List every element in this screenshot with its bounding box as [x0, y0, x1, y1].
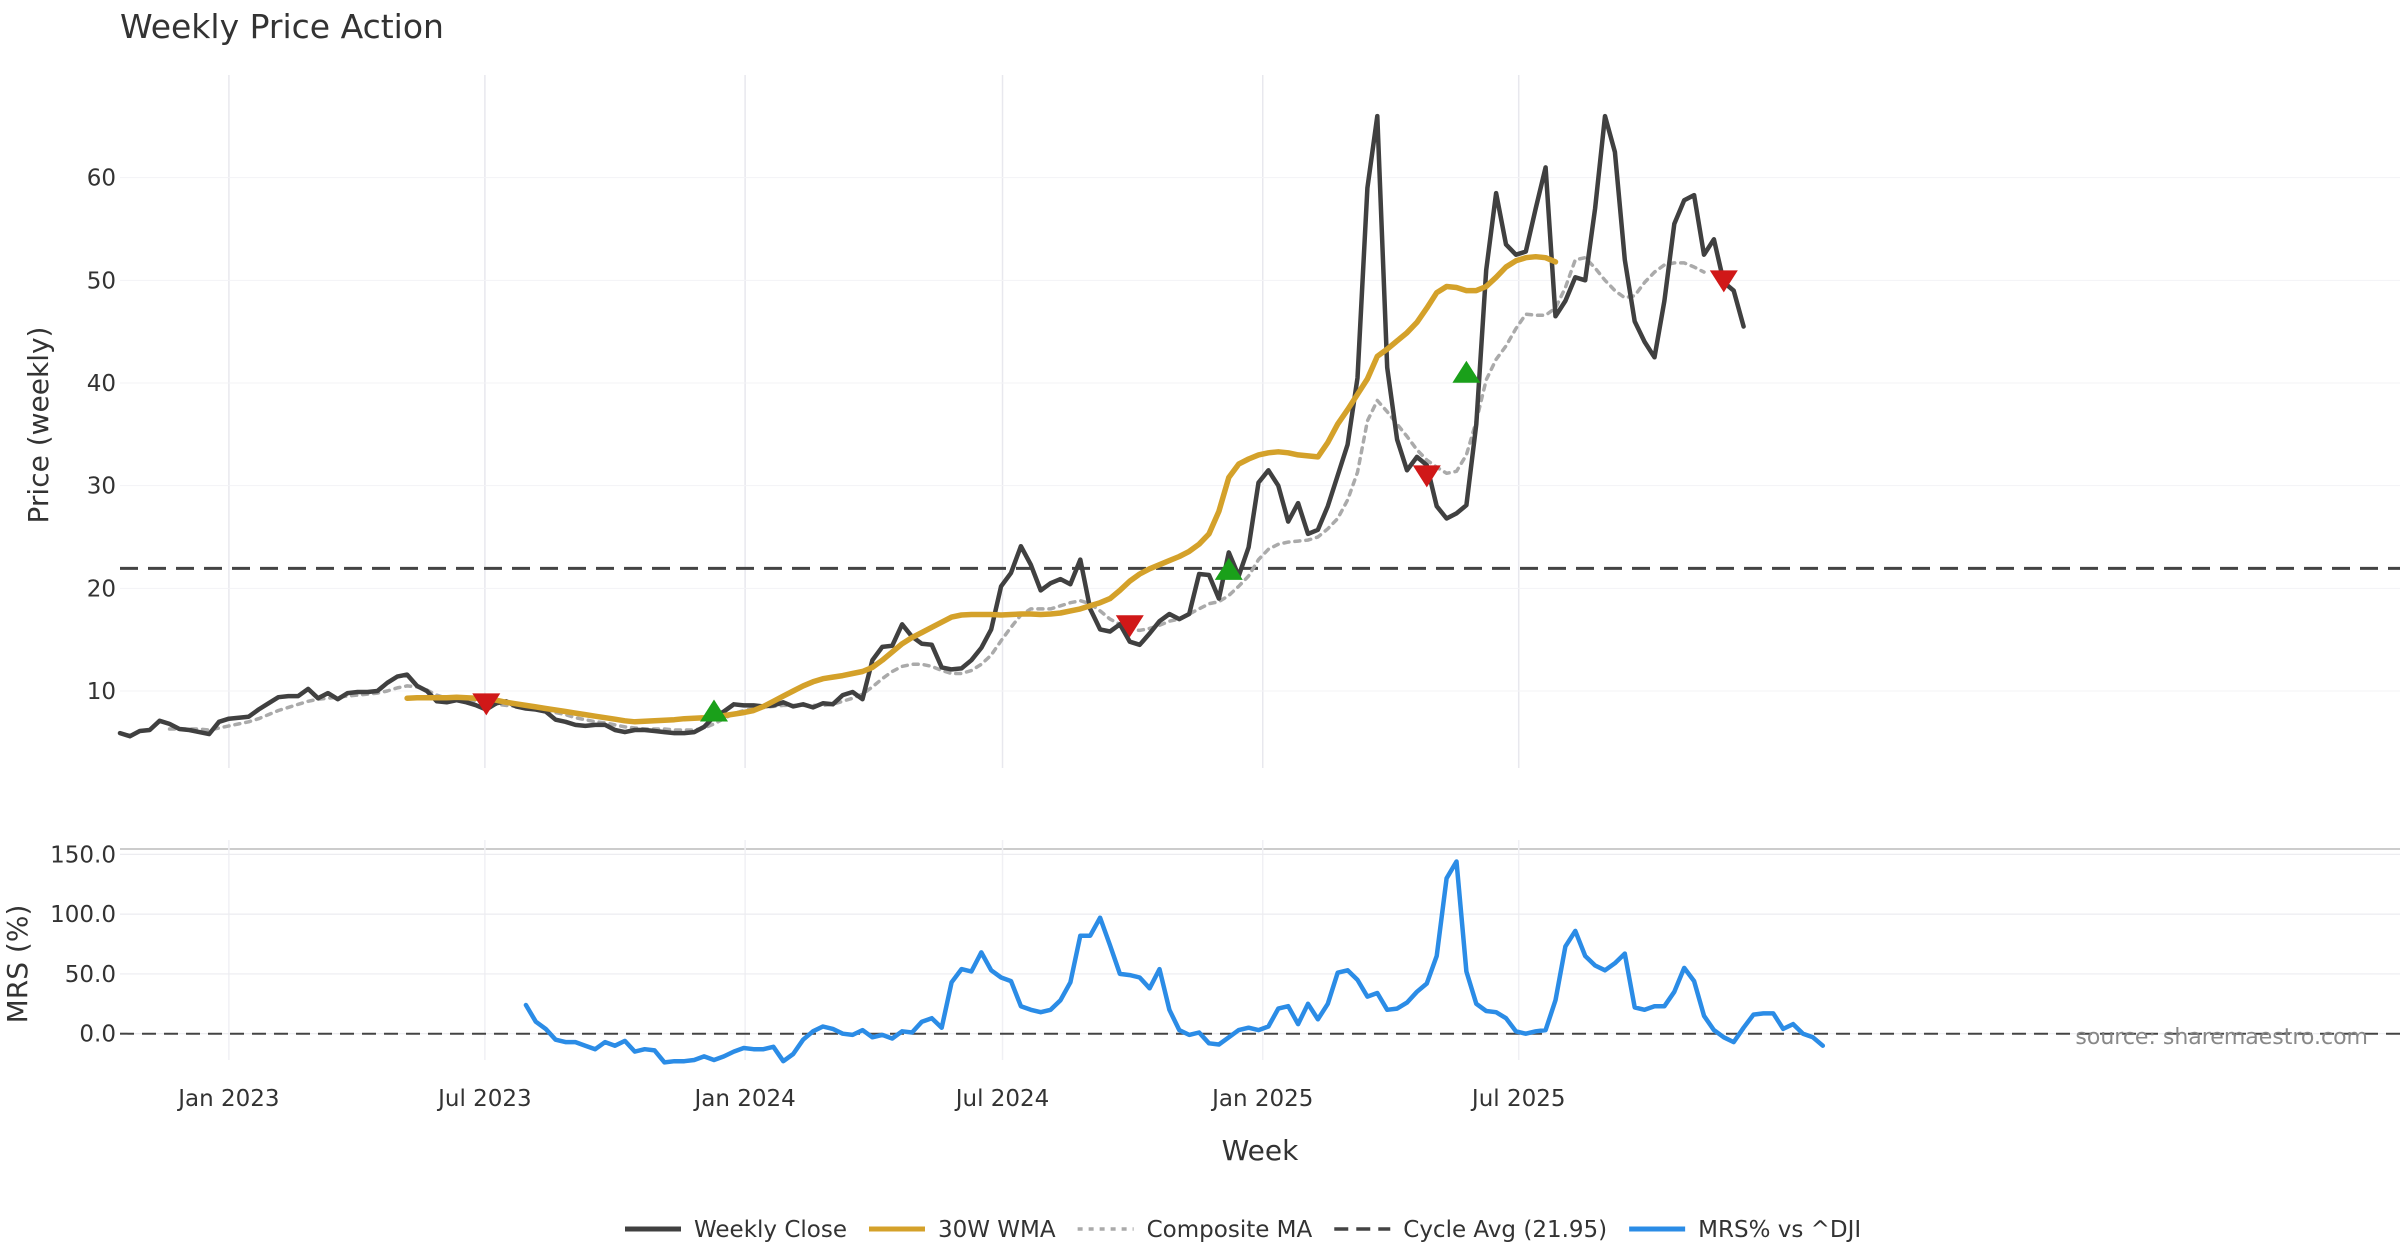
price-y-tick-label: 60: [87, 166, 116, 192]
price-y-tick-label: 50: [87, 268, 116, 294]
x-tick-label: Jul 2025: [1470, 1086, 1566, 1112]
price-y-tick-label: 30: [87, 474, 116, 500]
buy-signal-marker: [700, 699, 728, 722]
price-gridlines: [120, 75, 2400, 768]
weekly-close-line: [117, 113, 1746, 739]
price-panel: 10 20 30 40 50 60 Price (weekly): [22, 75, 2400, 768]
mrs-gridlines: [120, 840, 2400, 1060]
legend-label: MRS% vs ^DJI: [1698, 1217, 1861, 1243]
x-tick-label: Jan 2023: [176, 1086, 279, 1112]
buy-signal-marker: [1452, 360, 1481, 383]
legend-label: Composite MA: [1147, 1217, 1313, 1243]
mrs-y-tick-label: 0.0: [79, 1022, 116, 1048]
sell-signal-marker: [1115, 615, 1144, 638]
mrs-y-tick-label: 50.0: [65, 962, 116, 988]
x-axis: Jan 2023 Jul 2023 Jan 2024 Jul 2024 Jan 2025…: [176, 1086, 1565, 1112]
price-y-tick-label: 20: [87, 576, 116, 602]
price-y-axis: 10 20 30 40 50 60: [87, 166, 116, 705]
x-axis-label: Week: [1222, 1134, 1299, 1167]
legend: Weekly Close 30W WMA Composite MA Cycle Avg…: [625, 1217, 1861, 1243]
x-tick-label: Jul 2024: [954, 1086, 1050, 1112]
x-tick-label: Jan 2025: [1210, 1086, 1313, 1112]
source-watermark: source: sharemaestro.com: [2075, 1025, 2368, 1050]
signal-markers: [472, 270, 1738, 722]
mrs-panel: 0.0 50.0 100.0 150.0 MRS (%) source: sharem…: [1, 840, 2400, 1065]
price-y-axis-label: Price (weekly): [22, 327, 55, 524]
sell-signal-marker: [1412, 465, 1441, 488]
legend-label: Cycle Avg (21.95): [1403, 1217, 1607, 1243]
x-tick-label: Jul 2023: [436, 1086, 532, 1112]
sell-signal-marker: [1709, 270, 1738, 293]
price-y-tick-label: 40: [87, 371, 116, 397]
sell-signal-marker: [472, 693, 501, 716]
mrs-y-axis: 0.0 50.0 100.0 150.0: [50, 842, 116, 1047]
chart-title: Weekly Price Action: [120, 7, 444, 46]
mrs-series: [523, 859, 1826, 1065]
buy-signal-marker: [1214, 557, 1243, 580]
mrs-y-axis-label: MRS (%): [1, 905, 34, 1024]
mrs-line: [523, 859, 1826, 1065]
mrs-y-tick-label: 150.0: [50, 842, 116, 868]
legend-label: Weekly Close: [694, 1217, 847, 1243]
price-series: [117, 113, 1746, 739]
mrs-y-tick-label: 100.0: [50, 902, 116, 928]
x-tick-label: Jan 2024: [692, 1086, 795, 1112]
wma-line: [404, 253, 1559, 725]
composite-ma-line: [167, 255, 1706, 732]
legend-label: 30W WMA: [938, 1217, 1056, 1243]
price-y-tick-label: 10: [87, 679, 116, 705]
